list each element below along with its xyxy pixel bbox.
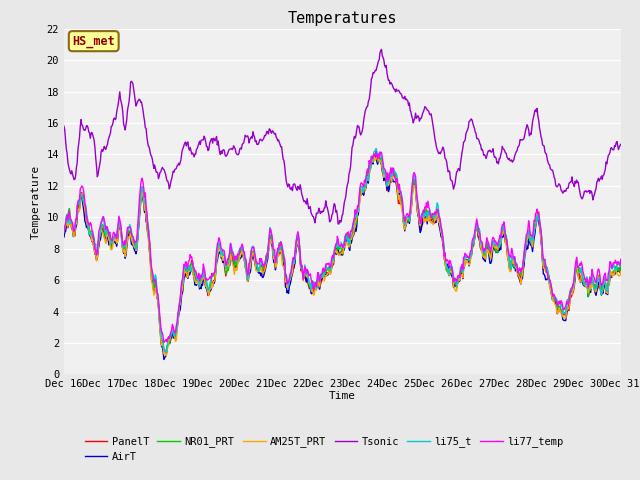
AM25T_PRT <box>163 353 170 359</box>
li75_t <box>214 243 222 249</box>
li75_t <box>70 227 78 233</box>
X-axis label: Time: Time <box>329 391 356 401</box>
PanelT <box>127 237 135 242</box>
li75_t <box>60 228 68 233</box>
AirT <box>372 154 380 160</box>
Tsonic <box>617 142 625 147</box>
NR01_PRT <box>412 183 419 189</box>
NR01_PRT <box>127 235 135 240</box>
PanelT <box>370 151 378 157</box>
Tsonic <box>60 123 68 129</box>
AM25T_PRT <box>185 268 193 274</box>
AirT <box>160 357 168 362</box>
AM25T_PRT <box>214 248 222 254</box>
PanelT <box>60 228 68 234</box>
li75_t <box>617 257 625 263</box>
Line: li77_temp: li77_temp <box>64 152 621 342</box>
NR01_PRT <box>372 148 380 154</box>
Tsonic <box>428 115 436 121</box>
Legend: PanelT, AirT, NR01_PRT, AM25T_PRT, Tsonic, li75_t, li77_temp: PanelT, AirT, NR01_PRT, AM25T_PRT, Tsoni… <box>81 432 568 466</box>
li77_temp <box>160 339 168 345</box>
AirT <box>214 253 222 259</box>
AirT <box>60 234 68 240</box>
AirT <box>127 241 135 247</box>
Line: NR01_PRT: NR01_PRT <box>64 151 621 353</box>
NR01_PRT <box>214 244 222 250</box>
PanelT <box>412 184 419 190</box>
PanelT <box>163 350 170 356</box>
Tsonic <box>70 177 78 182</box>
li77_temp <box>412 173 419 179</box>
Line: AirT: AirT <box>64 157 621 360</box>
li75_t <box>372 146 380 152</box>
AM25T_PRT <box>70 234 78 240</box>
li77_temp <box>428 213 436 219</box>
Tsonic <box>214 142 221 148</box>
NR01_PRT <box>60 229 68 235</box>
Title: Temperatures: Temperatures <box>287 11 397 26</box>
Tsonic <box>378 47 385 52</box>
AirT <box>185 268 193 274</box>
NR01_PRT <box>185 264 193 270</box>
AM25T_PRT <box>617 268 625 274</box>
Text: HS_met: HS_met <box>72 35 115 48</box>
AirT <box>617 260 625 265</box>
AirT <box>412 185 419 191</box>
PanelT <box>617 263 625 268</box>
li77_temp <box>372 149 380 155</box>
NR01_PRT <box>70 231 78 237</box>
li77_temp <box>185 258 193 264</box>
li77_temp <box>127 230 135 236</box>
li75_t <box>412 180 419 186</box>
Line: AM25T_PRT: AM25T_PRT <box>64 157 621 356</box>
PanelT <box>214 245 222 251</box>
NR01_PRT <box>617 262 625 268</box>
AM25T_PRT <box>428 218 436 224</box>
li75_t <box>127 228 135 234</box>
AM25T_PRT <box>127 237 135 242</box>
Tsonic <box>412 110 419 116</box>
Tsonic <box>184 139 192 145</box>
AM25T_PRT <box>412 188 419 193</box>
li75_t <box>428 211 436 216</box>
li77_temp <box>60 229 68 235</box>
PanelT <box>70 233 78 239</box>
Line: Tsonic: Tsonic <box>64 49 621 224</box>
Y-axis label: Temperature: Temperature <box>31 165 41 239</box>
li75_t <box>163 349 170 355</box>
AM25T_PRT <box>60 228 68 234</box>
li75_t <box>185 263 193 268</box>
Line: PanelT: PanelT <box>64 154 621 353</box>
li77_temp <box>617 256 625 262</box>
li77_temp <box>214 240 222 245</box>
Tsonic <box>334 221 342 227</box>
PanelT <box>185 267 193 273</box>
Tsonic <box>127 78 135 84</box>
li77_temp <box>70 228 78 234</box>
AM25T_PRT <box>374 154 382 160</box>
PanelT <box>428 216 436 222</box>
AirT <box>70 233 78 239</box>
Line: li75_t: li75_t <box>64 149 621 352</box>
NR01_PRT <box>160 350 168 356</box>
NR01_PRT <box>428 214 436 220</box>
AirT <box>428 219 436 225</box>
